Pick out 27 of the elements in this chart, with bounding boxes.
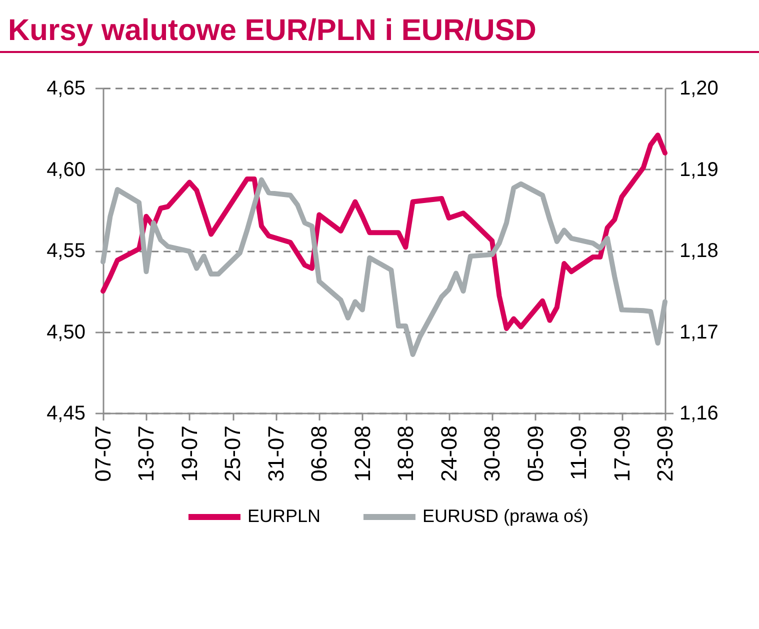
x-tick-label: 18-08 (393, 426, 418, 482)
y-tick-label: 4,60 (46, 158, 86, 181)
x-tick-label: 07-07 (90, 426, 116, 482)
y2-tick-label: 1,20 (680, 78, 718, 100)
y-tick-label: 4,50 (46, 321, 86, 344)
x-tick-label: 19-07 (176, 426, 202, 482)
x-tick-label: 23-09 (652, 426, 678, 482)
y2-tick-label: 1,18 (680, 240, 718, 262)
y-tick-label: 4,65 (46, 78, 86, 100)
y2-tick-label: 1,16 (680, 402, 718, 424)
x-tick-label: 11-09 (566, 426, 592, 480)
legend-label: EURUSD (prawa oś) (422, 506, 589, 526)
legend-label: EURPLN (247, 506, 321, 526)
x-tick-label: 17-09 (609, 426, 634, 482)
x-tick-label: 05-09 (522, 426, 548, 482)
y2-tick-label: 1,19 (680, 158, 718, 181)
x-tick-label: 13-07 (134, 426, 159, 482)
x-tick-label: 30-08 (480, 426, 505, 482)
x-tick-label: 25-07 (220, 426, 246, 482)
y-tick-label: 4,55 (46, 240, 86, 262)
x-tick-label: 12-08 (350, 426, 375, 482)
x-tick-label: 06-08 (306, 426, 332, 482)
x-tick-label: 24-08 (436, 426, 462, 482)
x-tick-label: 31-07 (263, 426, 288, 482)
chart-title: Kursy walutowe EUR/PLN i EUR/USD (8, 14, 536, 47)
y-tick-label: 4,45 (46, 402, 86, 424)
y2-tick-label: 1,17 (680, 321, 718, 344)
